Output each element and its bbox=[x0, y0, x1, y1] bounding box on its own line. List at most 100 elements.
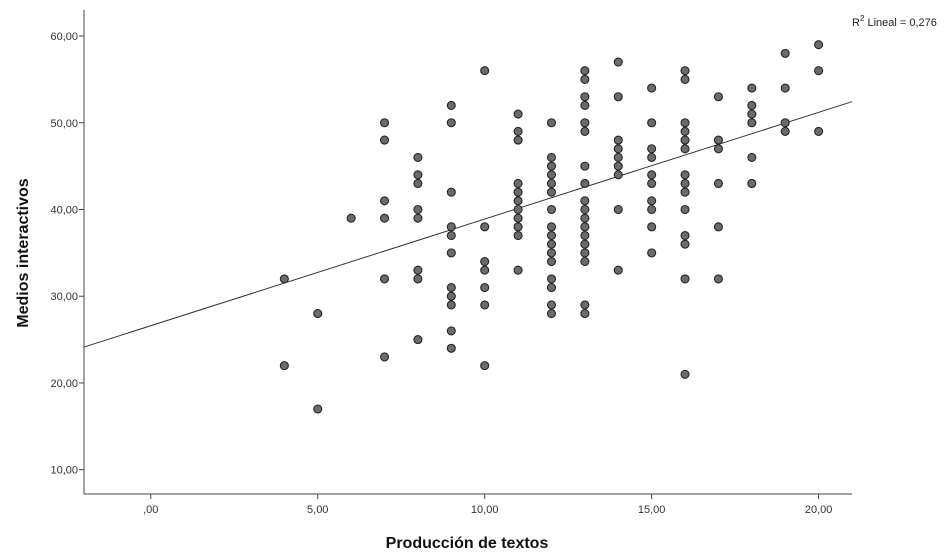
data-point bbox=[546, 178, 557, 189]
data-point bbox=[446, 100, 456, 110]
data-point bbox=[546, 204, 557, 215]
data-point bbox=[446, 343, 456, 353]
data-point bbox=[713, 144, 723, 154]
data-point bbox=[546, 170, 557, 180]
data-point bbox=[580, 213, 590, 223]
data-point bbox=[413, 265, 423, 275]
data-point bbox=[480, 265, 490, 275]
data-point bbox=[513, 222, 523, 232]
data-point bbox=[747, 178, 757, 189]
data-point bbox=[647, 170, 657, 180]
data-point bbox=[680, 230, 690, 241]
data-point bbox=[680, 144, 690, 154]
data-point bbox=[446, 222, 456, 232]
data-point bbox=[546, 256, 557, 267]
y-tick-label: 30,00 bbox=[50, 291, 78, 303]
data-point bbox=[647, 222, 657, 232]
data-point bbox=[613, 57, 623, 67]
data-point bbox=[814, 40, 824, 50]
data-point bbox=[713, 222, 723, 232]
data-point bbox=[613, 144, 623, 154]
data-point bbox=[747, 152, 757, 163]
data-point bbox=[546, 300, 557, 310]
y-tick-label: 40,00 bbox=[50, 204, 78, 216]
data-point bbox=[546, 274, 557, 284]
data-point bbox=[546, 309, 557, 319]
data-point bbox=[279, 361, 289, 371]
data-point bbox=[814, 126, 824, 136]
data-point bbox=[413, 204, 423, 215]
data-point bbox=[513, 126, 523, 136]
data-point bbox=[313, 309, 323, 319]
data-point bbox=[580, 309, 590, 319]
data-point bbox=[446, 248, 456, 258]
data-point bbox=[446, 300, 456, 310]
data-point bbox=[680, 204, 690, 215]
data-point bbox=[680, 369, 690, 379]
data-point bbox=[446, 230, 456, 241]
y-tick-label: 10,00 bbox=[50, 465, 78, 477]
data-point bbox=[613, 170, 623, 180]
data-point bbox=[379, 196, 390, 206]
data-point bbox=[346, 213, 356, 223]
data-point bbox=[513, 265, 523, 275]
x-tick-label: 10,00 bbox=[471, 504, 499, 516]
data-point bbox=[513, 230, 523, 241]
data-point bbox=[313, 404, 323, 414]
data-point bbox=[580, 300, 590, 310]
data-point bbox=[413, 178, 423, 189]
data-point bbox=[513, 135, 523, 145]
data-point bbox=[647, 178, 657, 189]
data-point bbox=[680, 126, 690, 136]
y-tick-label: 50,00 bbox=[50, 118, 78, 130]
data-point bbox=[580, 239, 590, 249]
data-points bbox=[279, 40, 824, 414]
x-axis-title: Producción de textos bbox=[386, 535, 549, 552]
data-point bbox=[580, 92, 590, 102]
data-point bbox=[713, 274, 723, 284]
data-point bbox=[546, 230, 557, 241]
data-point bbox=[446, 118, 456, 128]
data-point bbox=[647, 248, 657, 258]
data-point bbox=[647, 204, 657, 215]
data-point bbox=[446, 291, 456, 301]
data-point bbox=[513, 213, 523, 223]
r-squared-superscript: 2 bbox=[860, 14, 865, 23]
data-point bbox=[613, 265, 623, 275]
data-point bbox=[546, 283, 557, 293]
data-point bbox=[379, 213, 390, 223]
data-point bbox=[480, 222, 490, 232]
data-point bbox=[513, 204, 523, 215]
data-point bbox=[580, 204, 590, 215]
data-point bbox=[546, 248, 557, 258]
data-point bbox=[680, 187, 690, 197]
data-point bbox=[580, 256, 590, 267]
data-point bbox=[580, 66, 590, 76]
data-point bbox=[680, 239, 690, 249]
data-point bbox=[580, 126, 590, 136]
data-point bbox=[814, 66, 824, 76]
data-point bbox=[546, 161, 557, 171]
data-point bbox=[580, 118, 590, 128]
data-point bbox=[680, 170, 690, 180]
data-point bbox=[613, 92, 623, 102]
data-point bbox=[713, 178, 723, 189]
data-point bbox=[546, 152, 557, 163]
y-tick-label: 60,00 bbox=[50, 31, 78, 43]
data-point bbox=[546, 222, 557, 232]
data-point bbox=[647, 144, 657, 154]
data-point bbox=[747, 83, 757, 93]
data-point bbox=[513, 196, 523, 206]
r-squared-value: Lineal = 0,276 bbox=[864, 17, 936, 29]
data-point bbox=[613, 152, 623, 163]
x-tick-label: 15,00 bbox=[638, 504, 666, 516]
x-tick-label: ,00 bbox=[143, 504, 158, 516]
data-point bbox=[480, 256, 490, 267]
data-point bbox=[747, 118, 757, 128]
data-point bbox=[680, 66, 690, 76]
data-point bbox=[379, 274, 390, 284]
data-point bbox=[546, 187, 557, 197]
data-point bbox=[680, 135, 690, 145]
data-point bbox=[680, 118, 690, 128]
